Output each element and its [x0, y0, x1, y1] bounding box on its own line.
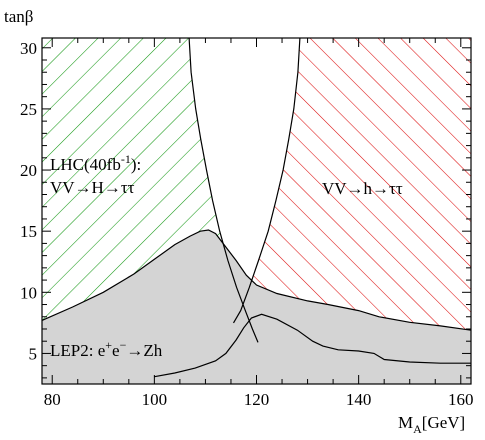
y-tick-label: 25	[20, 100, 37, 119]
x-tick-label: 100	[142, 390, 168, 409]
x-tick-label: 140	[346, 390, 372, 409]
x-tick-label: 120	[244, 390, 270, 409]
x-tick-label: 160	[448, 390, 474, 409]
lep2-label: LEP2: e+e−→Zh	[50, 338, 163, 360]
lhc-label-line1: LHC(40fb-1):	[50, 152, 141, 174]
lep2-upper-boundary-curve	[42, 229, 471, 331]
h-light-boundary-curve	[232, 38, 301, 324]
x-axis-label: MA[GeV]	[398, 413, 465, 436]
y-tick-label: 30	[20, 39, 37, 58]
lep2-excluded-region	[42, 230, 471, 384]
y-tick-label: 15	[20, 222, 37, 241]
y-tick-label: 5	[29, 344, 38, 363]
y-axis-label: tanβ	[4, 7, 33, 26]
lhc-label-line2: VV→H→ττ	[50, 178, 135, 197]
plot-area	[42, 38, 471, 384]
axis-ticks: 80 100 120 140 160 5 10 15 20 25 30	[20, 38, 474, 409]
h-heavy-boundary-curve	[188, 38, 259, 343]
y-tick-label: 20	[20, 161, 37, 180]
x-tick-label: 80	[44, 390, 61, 409]
y-tick-label: 10	[20, 283, 37, 302]
h-light-label: VV→h→ττ	[322, 179, 403, 198]
lep2-lower-boundary-curve	[154, 313, 471, 378]
